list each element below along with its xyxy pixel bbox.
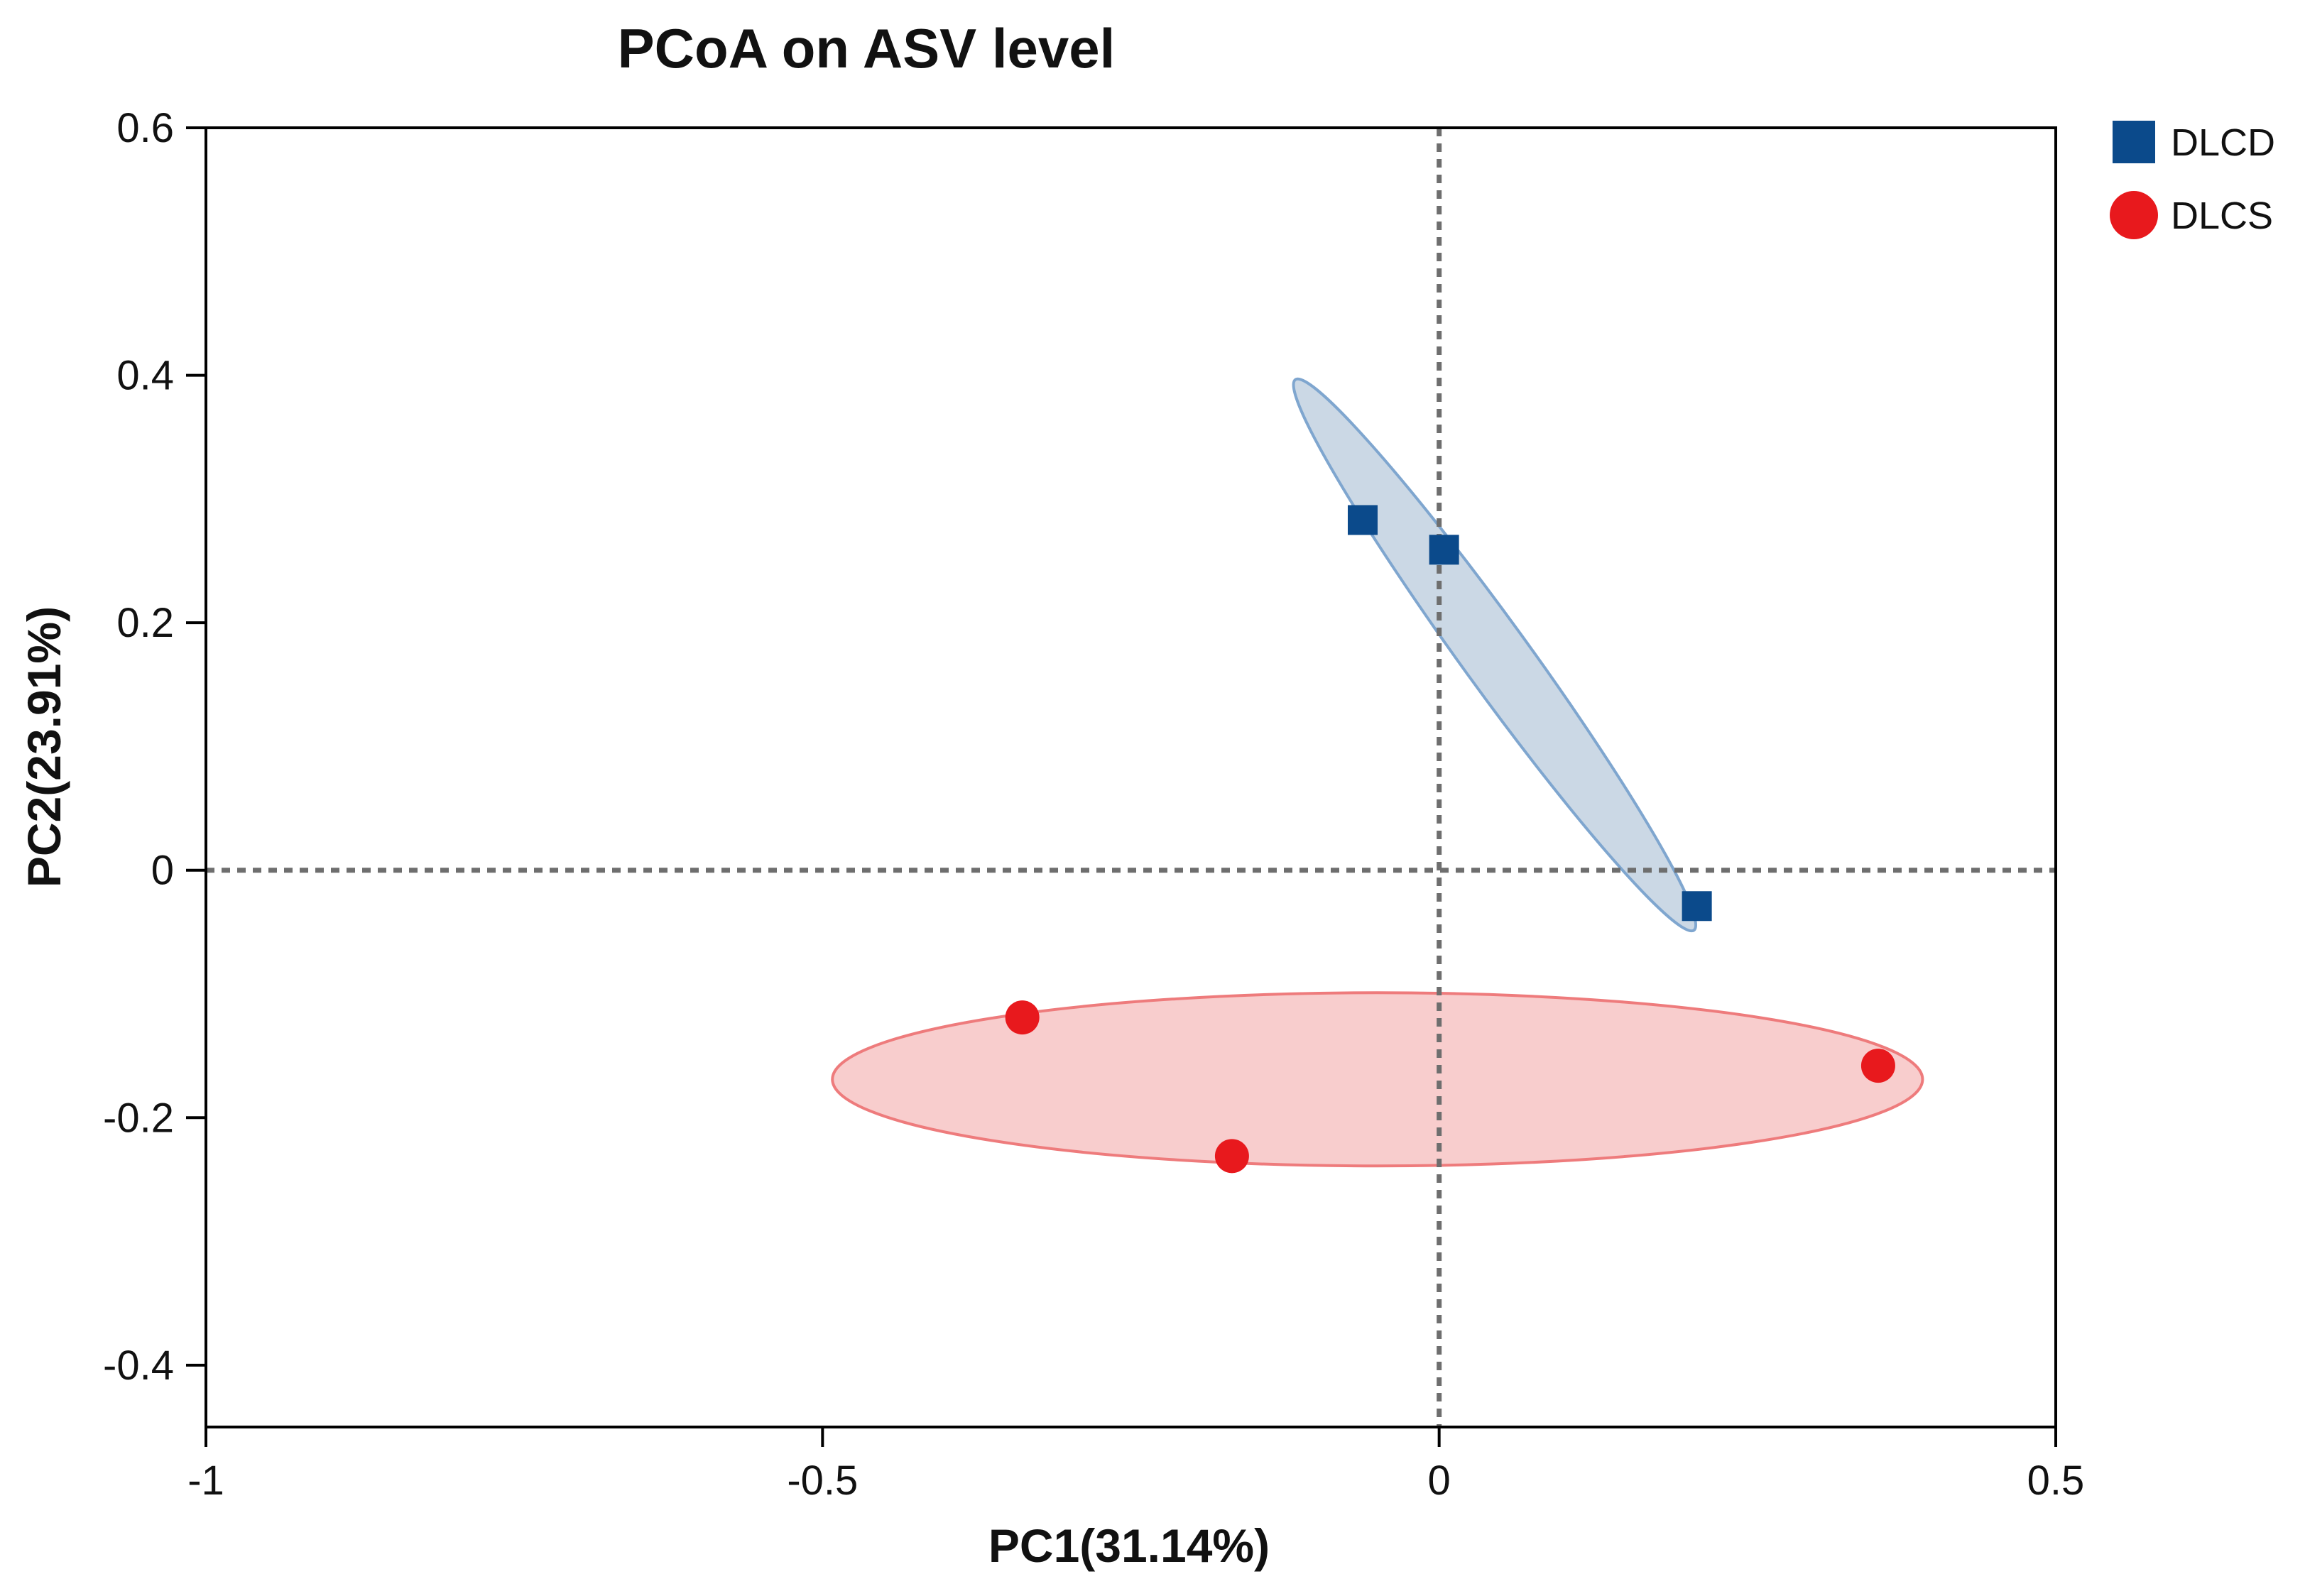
legend-label-dlcd: DLCD (2171, 121, 2275, 164)
x-tick-label: -1 (187, 1458, 224, 1504)
confidence-ellipses (831, 377, 1924, 1168)
ellipse-dlcs (831, 991, 1924, 1168)
point-dlcs-3 (1860, 1049, 1895, 1083)
y-tick-label: 0 (151, 848, 174, 894)
y-tick-label: -0.2 (103, 1095, 174, 1141)
y-tick-label: -0.4 (103, 1343, 174, 1389)
point-dlcs-2 (1214, 1139, 1249, 1174)
x-tick-label: -0.5 (787, 1458, 858, 1504)
x-tick-label: 0 (1428, 1458, 1451, 1504)
point-dlcd-2 (1429, 535, 1459, 565)
legend-marker-dlcs (2110, 191, 2158, 239)
y-tick-label: 0.4 (116, 353, 174, 399)
y-tick-label: 0.2 (116, 600, 174, 646)
legend-label-dlcs: DLCS (2171, 195, 2273, 237)
legend: DLCD DLCS (2110, 121, 2275, 239)
y-axis-label: PC2(23.91%) (18, 606, 70, 887)
y-tick-label: 0.6 (116, 105, 174, 151)
ellipse-dlcd (1292, 377, 1698, 933)
point-dlcd-3 (1682, 891, 1712, 922)
axes: -1 -0.5 0 0.5 -0.4 -0.2 0 0.2 0.4 0.6 (103, 105, 2084, 1504)
legend-marker-dlcd (2113, 121, 2155, 163)
x-axis-label: PC1(31.14%) (988, 1519, 1270, 1572)
chart-title: PCoA on ASV level (618, 17, 1116, 80)
point-dlcs-1 (1005, 1000, 1040, 1035)
point-dlcd-1 (1347, 505, 1378, 535)
reference-lines (206, 128, 2056, 1427)
x-tick-label: 0.5 (2027, 1458, 2085, 1504)
plot-frame (205, 126, 2057, 1428)
data-points (1005, 505, 1895, 1174)
